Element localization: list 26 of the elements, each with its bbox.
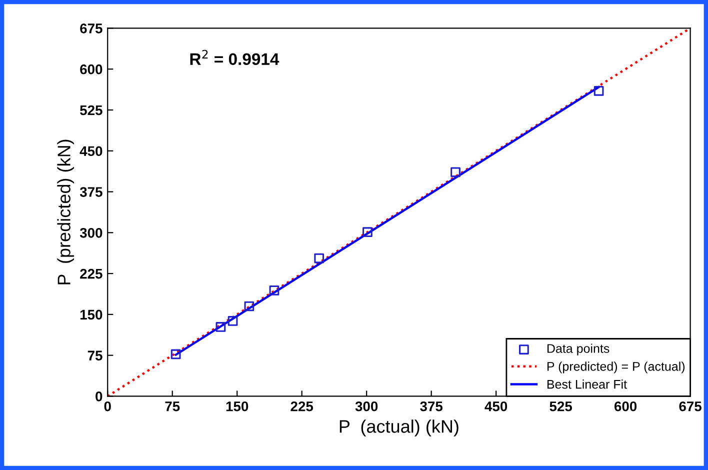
x-tick-label: 525 xyxy=(550,401,572,412)
x-tick-label: 0 xyxy=(104,401,111,412)
x-tick-label: 225 xyxy=(290,401,314,412)
x-axis-title: P (actual) (kN) xyxy=(340,420,458,436)
legend-label: Data points xyxy=(547,344,610,356)
x-tick-label: 375 xyxy=(420,401,443,412)
y-tick-label: 525 xyxy=(80,105,102,116)
x-tick-label: 75 xyxy=(165,402,180,412)
y-tick-label: 375 xyxy=(80,187,102,197)
y-tick-label: 225 xyxy=(80,268,102,279)
y-tick-label: 450 xyxy=(80,146,102,156)
annotation: R$^{2}$ = 0.9914 xyxy=(190,50,280,66)
x-tick-label: 150 xyxy=(226,401,248,412)
x-tick-label: 450 xyxy=(484,401,508,412)
y-tick-label: 300 xyxy=(80,228,102,238)
y-tick-label: 0 xyxy=(96,392,102,402)
y-tick-label: 75 xyxy=(88,350,102,360)
legend-label: Best Linear Fit xyxy=(547,380,627,389)
x-tick-label: 675 xyxy=(679,401,702,412)
legend-label: P (predicted) = P (actual) xyxy=(547,362,685,374)
y-tick-label: 675 xyxy=(80,24,102,34)
x-tick-label: 300 xyxy=(355,401,378,412)
y-tick-label: 150 xyxy=(80,310,102,320)
y-axis-title: P (predicted) (kN) xyxy=(57,140,74,284)
x-tick-label: 600 xyxy=(614,401,637,412)
y-tick-label: 600 xyxy=(80,64,102,74)
